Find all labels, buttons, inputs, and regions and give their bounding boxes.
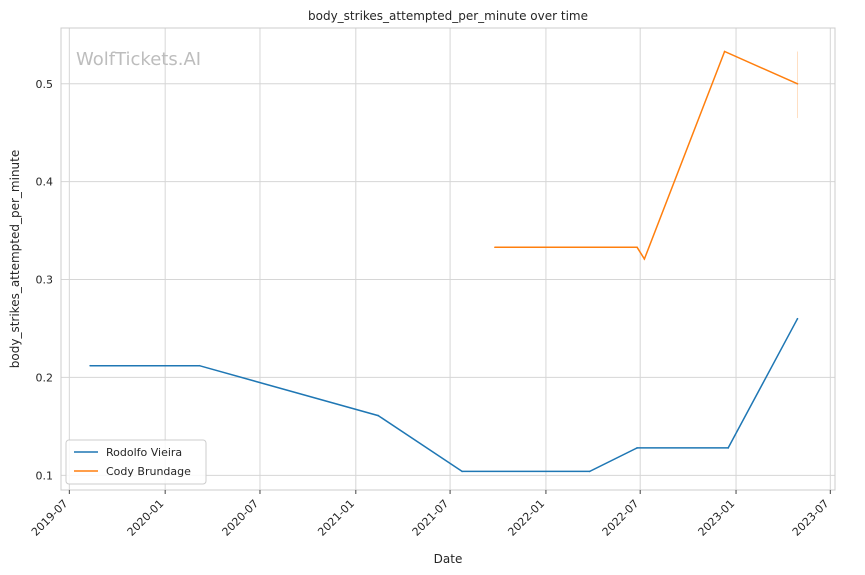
series-line-0 <box>90 318 799 473</box>
series <box>89 50 799 473</box>
x-tick-label: 2019-07 <box>29 497 71 539</box>
x-tick-label: 2020-01 <box>125 497 167 539</box>
y-tick-label: 0.4 <box>36 176 54 189</box>
x-tick-label: 2022-07 <box>600 497 642 539</box>
chart-title: body_strikes_attempted_per_minute over t… <box>308 9 588 23</box>
data-point <box>796 317 799 320</box>
data-point <box>494 246 496 249</box>
data-point <box>588 470 591 473</box>
legend-label: Cody Brundage <box>106 465 191 478</box>
watermark: WolfTickets.AI <box>76 49 201 70</box>
data-point <box>796 82 799 85</box>
data-point <box>377 414 380 417</box>
x-tick-label: 2023-01 <box>696 497 738 539</box>
y-tick-label: 0.3 <box>36 274 54 287</box>
legend: Rodolfo Vieira Cody Brundage <box>65 439 207 485</box>
x-tick-label: 2021-01 <box>315 497 357 539</box>
y-tick-label: 0.2 <box>36 371 54 384</box>
data-point <box>643 258 646 260</box>
data-point <box>461 470 463 473</box>
x-axis-title: Date <box>434 552 463 566</box>
x-axis-ticks: 2019-07 2020-01 2020-07 2021-01 2021-07 2022-… <box>29 490 832 539</box>
y-axis-title: body_strikes_attempted_per_minute <box>8 150 22 368</box>
data-point <box>89 364 91 367</box>
y-tick-label: 0.1 <box>36 469 54 482</box>
data-point <box>198 364 201 367</box>
data-point <box>636 246 638 249</box>
y-axis-ticks: 0.1 0.2 0.3 0.4 0.5 <box>36 78 54 483</box>
x-tick-label: 2022-01 <box>505 497 547 539</box>
x-tick-label: 2020-07 <box>220 497 262 539</box>
legend-box <box>65 439 207 485</box>
series-line-1 <box>494 50 798 261</box>
grid <box>61 28 835 490</box>
data-point <box>727 447 730 449</box>
y-tick-label: 0.5 <box>36 78 54 91</box>
legend-label: Rodolfo Vieira <box>106 446 182 459</box>
data-point <box>636 447 638 449</box>
plot-frame <box>60 27 836 491</box>
x-tick-label: 2023-07 <box>790 497 832 539</box>
x-tick-label: 2021-07 <box>410 497 452 539</box>
data-point <box>723 50 726 53</box>
